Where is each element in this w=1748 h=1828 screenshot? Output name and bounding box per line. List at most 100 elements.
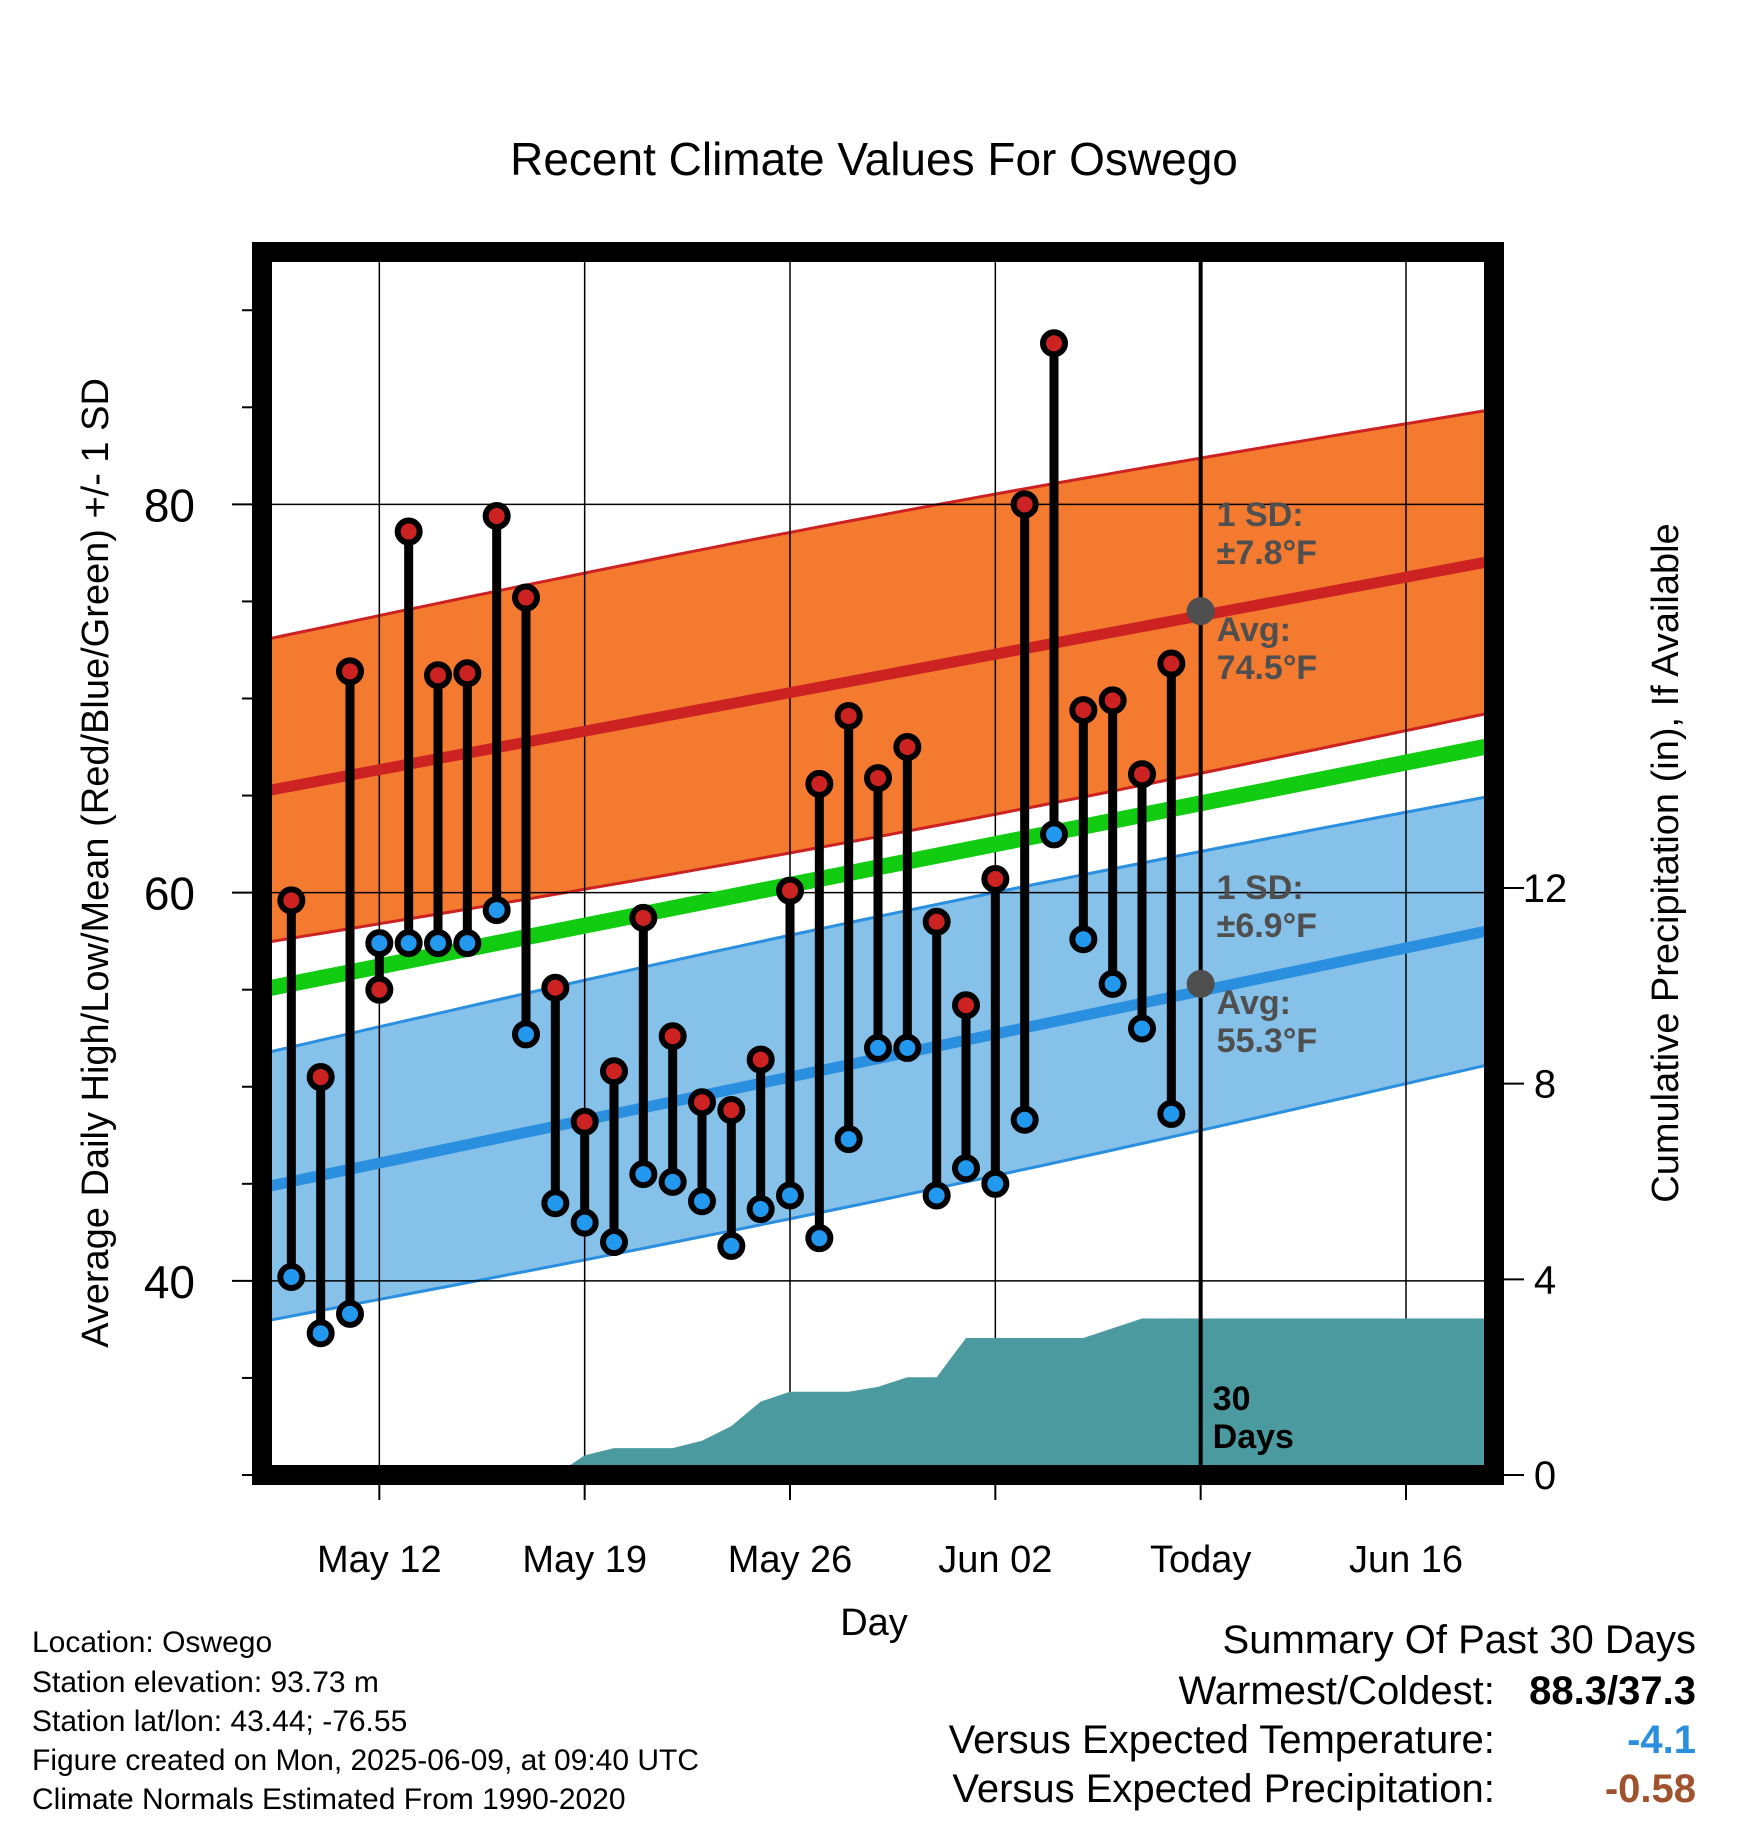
daily-low-point <box>1128 1014 1156 1043</box>
low-avg-label-1: 55.3°F <box>1217 1022 1318 1060</box>
summary-precip: Versus Expected Precipitation: -0.58 <box>952 1767 1696 1812</box>
y-axis-label: Average Daily High/Low/Mean (Red/Blue/Gr… <box>75 378 117 1348</box>
daily-low-point <box>306 1319 335 1348</box>
low-sd-band-lower-edge <box>262 1062 1494 1324</box>
daily-low-point <box>394 929 423 958</box>
y2-tick-label-0: 0 <box>1534 1454 1556 1498</box>
y-tick-label-1: 60 <box>144 868 195 920</box>
daily-low-point <box>482 896 511 925</box>
latlon-text: Station lat/lon: 43.44; -76.55 <box>32 1705 408 1738</box>
daily-low-point <box>1040 820 1068 849</box>
daily-low-point <box>805 1224 834 1253</box>
x-tick-label-0: May 12 <box>317 1539 442 1581</box>
daily-low-point <box>1069 925 1098 954</box>
y-tick-label-0: 40 <box>144 1256 195 1308</box>
daily-high-point <box>365 975 394 1004</box>
x-tick-label-4: Today <box>1150 1539 1251 1581</box>
daily-high-point <box>306 1063 335 1092</box>
x-tick-label-2: May 26 <box>728 1539 853 1581</box>
daily-high-point <box>952 991 980 1020</box>
daily-high-point <box>541 973 570 1002</box>
y2-axis-label: Cumulative Precipitation (in), If Availa… <box>1645 523 1687 1202</box>
daily-low-point <box>453 929 482 958</box>
warmest-label: Warmest/Coldest: <box>1178 1669 1495 1713</box>
daily-high-point <box>746 1045 775 1074</box>
daily-low-point <box>365 929 394 958</box>
location-text: Location: Oswego <box>32 1626 273 1659</box>
daily-high-point <box>512 583 540 612</box>
daily-high-point <box>1010 490 1039 519</box>
daily-low-point <box>629 1160 658 1189</box>
summary-warmest: Warmest/Coldest: 88.3/37.3 <box>1179 1669 1697 1714</box>
daily-high-point <box>277 886 306 915</box>
daily-low-point <box>541 1189 570 1218</box>
daily-low-point <box>658 1167 687 1196</box>
daily-high-point <box>805 769 834 798</box>
daily-low-point <box>1010 1105 1039 1134</box>
elevation-text: Station elevation: 93.73 m <box>32 1666 379 1699</box>
chart-title: Recent Climate Values For Oswego <box>510 133 1238 185</box>
daily-low-point <box>776 1181 804 1210</box>
daily-low-point <box>1098 969 1127 998</box>
plot-frame <box>252 242 1504 1485</box>
daily-low-point <box>688 1187 716 1216</box>
daily-low-point <box>1157 1099 1186 1128</box>
daily-high-point <box>629 903 658 932</box>
daily-high-point <box>453 659 482 688</box>
daily-high-point <box>570 1107 599 1136</box>
daily-high-point <box>394 517 423 546</box>
daily-high-point <box>336 657 364 686</box>
daily-low-point <box>834 1125 863 1154</box>
normals-text: Climate Normals Estimated From 1990-2020 <box>32 1783 626 1816</box>
y2-tick-label-3: 12 <box>1523 867 1568 911</box>
daily-low-point <box>717 1231 746 1260</box>
daily-high-point <box>1069 696 1098 725</box>
daily-high-point <box>600 1057 628 1086</box>
daily-high-point <box>717 1096 746 1125</box>
warmest-value: 88.3/37.3 <box>1529 1669 1696 1713</box>
daily-low-point <box>600 1228 628 1257</box>
temp-label: Versus Expected Temperature: <box>948 1718 1495 1762</box>
daily-low-point <box>277 1262 306 1291</box>
daily-high-point <box>864 764 892 793</box>
x-axis-label: Day <box>840 1602 908 1644</box>
daily-low-point <box>746 1195 775 1224</box>
daily-high-point <box>424 661 452 690</box>
daily-high-point <box>688 1088 716 1117</box>
daily-high-point <box>981 865 1010 894</box>
daily-low-point <box>952 1154 980 1183</box>
created-text: Figure created on Mon, 2025-06-09, at 09… <box>32 1744 700 1777</box>
daily-low-point <box>893 1033 922 1062</box>
daily-low-point <box>570 1208 599 1237</box>
daily-high-point <box>776 876 804 905</box>
daily-low-point <box>424 929 452 958</box>
y-tick-label-2: 80 <box>144 479 195 531</box>
cumulative-precip-area <box>555 1318 1494 1475</box>
daily-low-point <box>336 1299 364 1328</box>
daily-low-point <box>922 1181 951 1210</box>
daily-high-point <box>1040 329 1068 358</box>
high-avg-label-1: 74.5°F <box>1217 649 1318 687</box>
precip-value: -0.58 <box>1604 1767 1696 1811</box>
high-sd-band-upper-edge <box>262 407 1494 642</box>
x-tick-label-1: May 19 <box>522 1539 647 1581</box>
daily-high-point <box>1098 686 1127 715</box>
high-avg-label-0: Avg: <box>1217 611 1291 649</box>
x-tick-label-5: Jun 16 <box>1349 1539 1463 1581</box>
high-sd-label-0: 1 SD: <box>1217 496 1304 534</box>
y2-tick-label-2: 8 <box>1534 1063 1556 1107</box>
daily-high-point <box>482 502 511 531</box>
daily-high-point <box>922 907 951 936</box>
daily-high-point <box>1157 649 1186 678</box>
summary-temp: Versus Expected Temperature: -4.1 <box>949 1718 1696 1763</box>
x-tick-label-3: Jun 02 <box>938 1539 1052 1581</box>
days-label-0: 30 <box>1213 1380 1251 1418</box>
low-avg-label-0: Avg: <box>1217 984 1291 1022</box>
low-sd-label-0: 1 SD: <box>1217 869 1304 907</box>
daily-high-point <box>893 733 922 762</box>
temp-value: -4.1 <box>1627 1718 1696 1762</box>
precip-label: Versus Expected Precipitation: <box>952 1767 1495 1811</box>
daily-high-point <box>1128 760 1156 789</box>
low-sd-label-1: ±6.9°F <box>1217 907 1317 945</box>
